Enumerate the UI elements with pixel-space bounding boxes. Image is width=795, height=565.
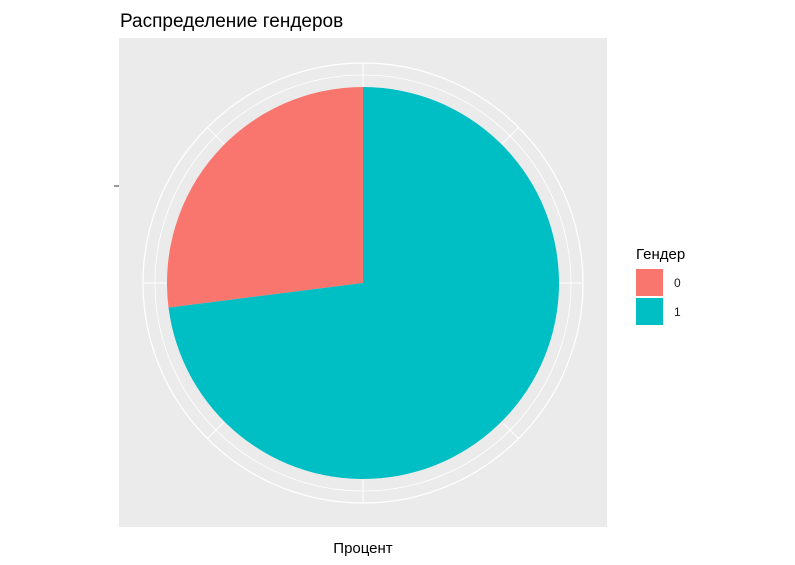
legend: Гендер 01: [636, 246, 685, 325]
pie-slice-1: [168, 87, 560, 480]
legend-items: 01: [636, 269, 681, 325]
pie-slice-0: [167, 87, 363, 308]
legend-title: Гендер: [636, 246, 685, 263]
legend-key-1: [636, 298, 663, 325]
x-axis-label: Процент: [333, 540, 393, 557]
chart-title: Распределение гендеров: [120, 11, 343, 32]
pie-slices: [167, 87, 560, 480]
legend-label-0: 0: [674, 276, 681, 290]
legend-key-0: [636, 269, 663, 296]
legend-label-1: 1: [674, 305, 681, 319]
